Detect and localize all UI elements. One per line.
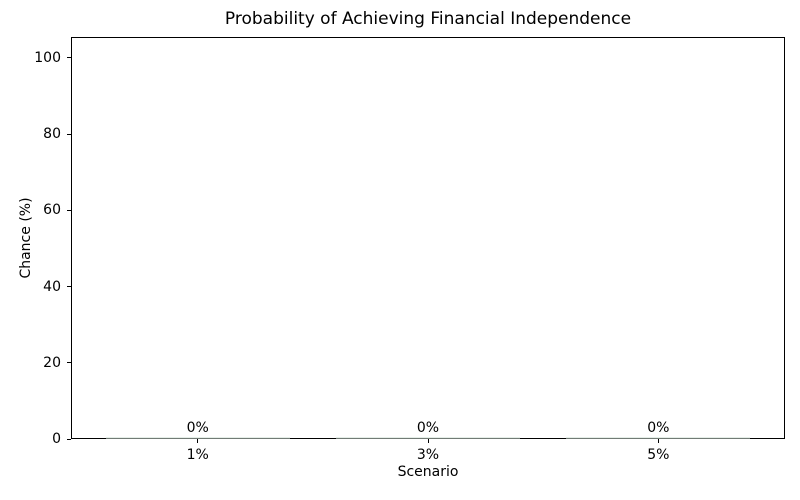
y-tick-mark [67, 133, 71, 135]
plot-area [71, 37, 785, 439]
bar-value-label: 0% [416, 420, 440, 436]
bar [105, 437, 290, 439]
y-tick-mark [67, 286, 71, 288]
bar-value-label: 0% [186, 420, 209, 436]
y-tick-mark [67, 438, 71, 440]
y-tick-label: 20 [43, 354, 61, 371]
chart-title: Probability of Achieving Financial Indep… [224, 9, 632, 29]
bar [335, 437, 521, 439]
y-tick-label: 0 [52, 431, 61, 447]
x-tick-label: 1% [186, 447, 209, 463]
x-axis-label: Scenario [397, 464, 459, 480]
y-tick-mark [67, 362, 71, 364]
y-tick-label: 60 [43, 202, 61, 219]
x-tick-label: 5% [647, 447, 670, 463]
y-tick-label: 80 [43, 126, 61, 143]
y-tick-mark [67, 57, 71, 59]
y-tick-label: 40 [43, 278, 61, 295]
y-tick-mark [67, 209, 71, 211]
x-tick-mark [197, 439, 199, 443]
bar [566, 437, 751, 439]
x-tick-mark [657, 439, 659, 443]
bar-value-label: 0% [647, 420, 670, 436]
x-tick-label: 3% [416, 447, 440, 463]
y-tick-label: 100 [34, 49, 61, 66]
x-tick-mark [427, 439, 429, 443]
